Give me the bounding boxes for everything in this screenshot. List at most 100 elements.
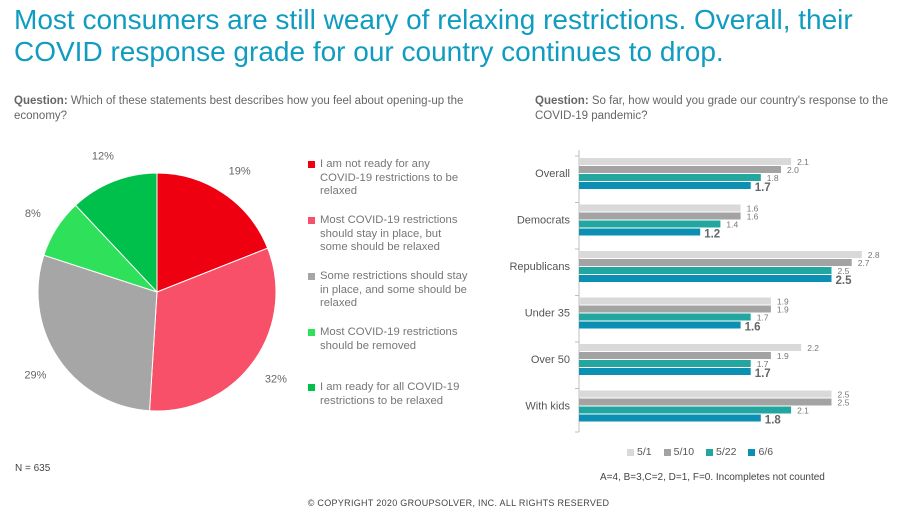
category-label: Republicans [509,261,570,273]
bar [579,344,802,351]
bar [579,297,771,305]
page-title: Most consumers are still weary of relaxi… [14,4,853,67]
bar-value-label: 1.7 [757,313,769,323]
bar-value-label: 2.5 [838,390,850,400]
pie-slice [74,172,158,294]
bar-value-label: 1.7 [755,368,771,380]
pie-legend-label: I am ready for all COVID-19 restrictions… [320,381,460,407]
legend-swatch [748,448,756,456]
category-label: Overall [535,168,570,180]
bar-value-label: 1.6 [745,322,761,334]
copyright: © COPYRIGHT 2020 GROUPSOLVER, INC. ALL R… [307,498,610,508]
bar-value-label: 2.8 [868,250,880,260]
bar-value-label: 2.5 [838,266,850,276]
bar [579,220,721,228]
bar-value-label: 2.5 [836,275,853,287]
pie-slice-label: 12% [92,150,114,162]
bar-legend-label: 5/1 [637,446,652,458]
bar-value-label: 2.7 [858,258,870,268]
pie-slice [156,172,269,293]
bar-value-label: 2.2 [807,343,819,353]
pie-legend-label: Most COVID-19 restrictions should stay i… [320,214,458,253]
bar [579,158,792,165]
bar [579,398,832,406]
bar-value-label: 2.1 [797,406,809,416]
bar-value-label: 2.0 [787,165,799,175]
bar-value-label: 1.2 [704,229,720,241]
pie-slice [37,254,158,412]
category-label: Under 35 [525,308,570,320]
bar-value-label: 2.5 [838,398,850,408]
pie-legend-item: I am ready for all COVID-19 restrictions… [308,381,468,408]
bar-value-label: 1.7 [755,182,771,194]
bar-value-label: 1.6 [747,212,759,222]
bar-value-label: 1.8 [767,173,779,183]
bar [579,313,751,321]
pie-slice-label: 29% [24,370,46,382]
bar [579,259,852,266]
bar-value-label: 1.7 [757,359,769,369]
bar-value-label: 2.1 [797,157,809,167]
sample-size: N = 635 [15,463,51,474]
bar-legend-label: 6/6 [758,446,774,458]
left-question: Question: Which of these statements best… [14,94,484,124]
bar-legend: 5/1 5/10 5/22 6/6 [627,446,773,458]
grade-scale-note: A=4, B=3,C=2, D=1, F=0. Incompletes not … [600,472,825,483]
bar [579,305,771,313]
bar-legend-item: 5/22 [706,446,736,458]
category-label: Democrats [517,215,571,227]
legend-swatch [308,217,315,224]
legend-swatch [627,448,634,456]
bar-legend-item: 5/1 [627,446,652,458]
bar-value-label: 1.4 [726,220,738,230]
pie-legend-item: Most COVID-19 restrictions should be rem… [308,326,468,353]
legend-swatch [663,448,671,456]
bar-value-label: 1.6 [747,204,759,214]
legend-swatch [308,329,315,336]
bar-value-label: 1.9 [777,305,789,315]
bar [579,275,832,282]
legend-swatch [706,448,714,456]
left-question-text: Which of these statements best describes… [14,95,464,122]
category-label: Over 50 [531,354,570,366]
pie-legend-item: I am not ready for any COVID-19 restrict… [308,158,468,199]
bar [579,174,761,181]
pie-slice-label: 8% [25,208,41,220]
pie-legend-label: Some restrictions should stay in place, … [320,270,468,309]
bar [579,228,701,236]
bar [579,368,751,375]
bar [579,182,751,189]
pie-slice-label: 19% [229,165,251,177]
bar-legend-label: 5/22 [716,446,737,458]
legend-swatch [308,273,315,280]
pie-legend-item: Some restrictions should stay in place, … [308,270,468,311]
right-question: Question: So far, how would you grade ou… [535,94,910,124]
bar-legend-item: 6/6 [748,446,773,458]
right-question-text: So far, how would you grade our country'… [535,95,889,122]
pie-legend-label: Most COVID-19 restrictions should be rem… [320,326,458,352]
pie-slice [148,247,277,412]
bar-value-label: 1.8 [765,415,782,427]
pie-slice [43,204,158,293]
pie-legend-label: I am not ready for any COVID-19 restrict… [320,158,459,197]
bar [579,406,792,414]
bar-value-label: 1.9 [777,297,789,307]
left-question-prefix: Question: [14,95,68,107]
bar [579,414,761,422]
bar [579,251,862,258]
category-label: With kids [525,401,570,413]
bar [579,204,741,212]
right-question-prefix: Question: [535,95,589,107]
legend-swatch [308,161,315,168]
bar [579,166,781,173]
legend-swatch [308,384,315,391]
pie-legend-item: Most COVID-19 restrictions should stay i… [308,214,468,255]
bar [579,321,741,329]
bar-legend-item: 5/10 [663,446,694,458]
bar [579,360,751,367]
bar [579,352,771,359]
bar [579,212,741,220]
bar [579,390,832,398]
